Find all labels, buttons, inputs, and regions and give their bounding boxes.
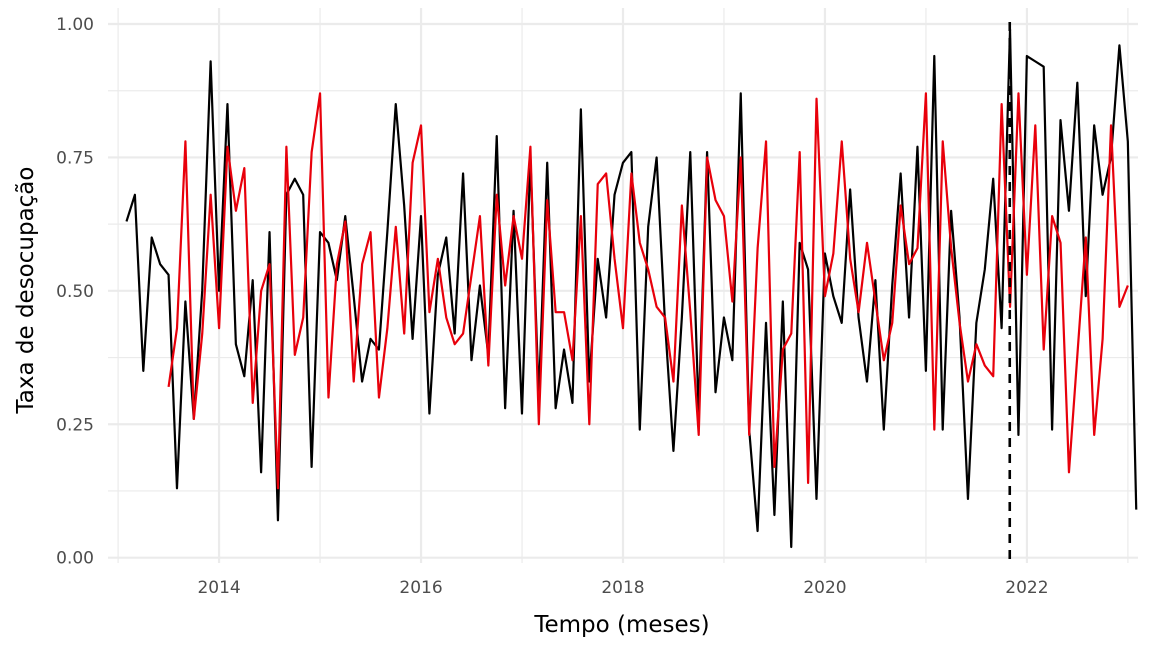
x-axis-title: Tempo (meses) (533, 612, 709, 638)
x-axis-ticks: 2014 2016 2018 2020 2022 (197, 578, 1048, 598)
x-tick-label: 2016 (399, 578, 442, 598)
y-axis-title: Taxa de desocupação (13, 167, 39, 415)
series-line-1 (125, 28, 1138, 549)
series-line-2 (167, 92, 1129, 490)
y-axis-ticks: 0.00 0.25 0.50 0.75 1.00 (56, 15, 94, 569)
x-tick-label: 2014 (197, 578, 240, 598)
y-tick-label: 1.00 (56, 15, 94, 35)
series-layer (125, 28, 1138, 549)
y-tick-label: 0.25 (56, 415, 94, 435)
x-tick-label: 2018 (601, 578, 644, 598)
x-tick-label: 2020 (803, 578, 846, 598)
y-tick-label: 0.50 (56, 282, 94, 302)
y-tick-label: 0.00 (56, 549, 94, 569)
y-tick-label: 0.75 (56, 148, 94, 168)
x-tick-label: 2022 (1005, 578, 1048, 598)
